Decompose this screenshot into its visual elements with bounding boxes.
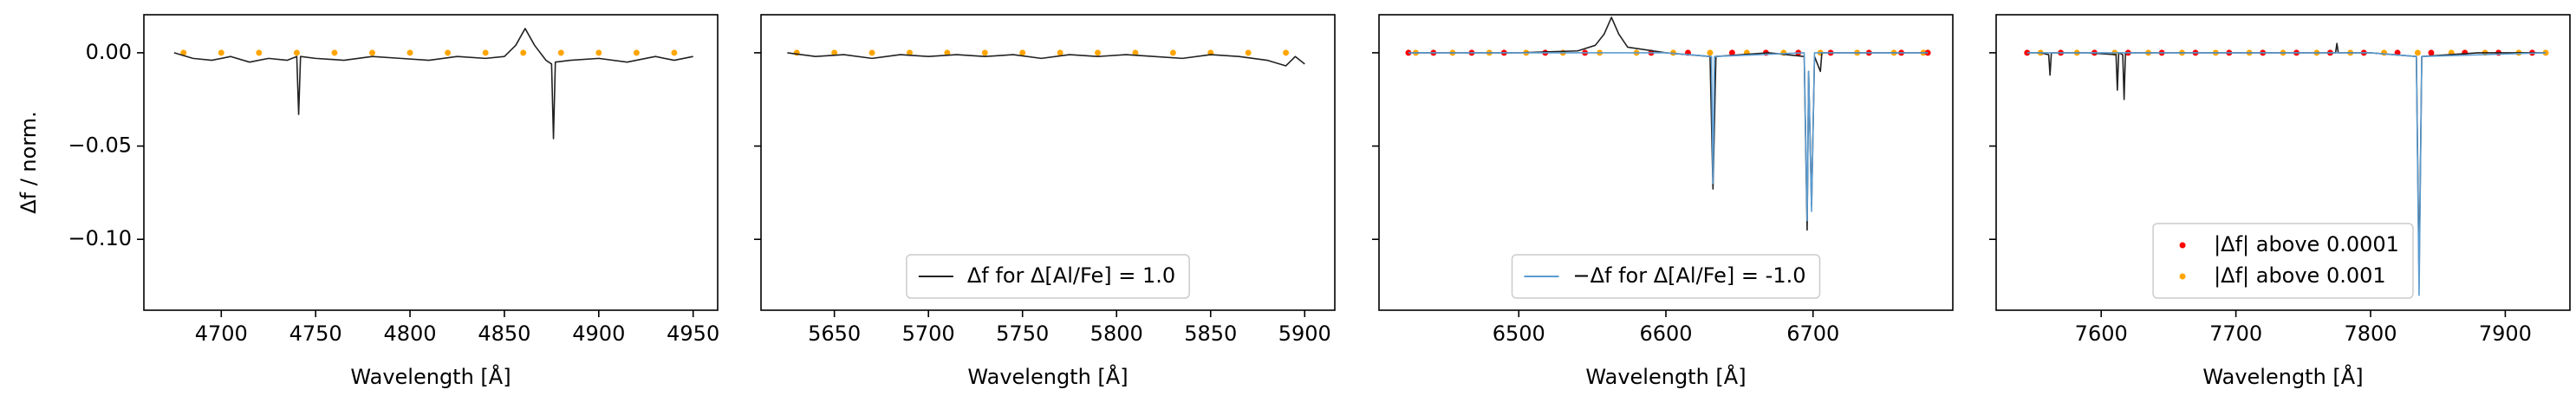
x-tick-label: 5850 (1184, 321, 1237, 346)
point (868, 49, 875, 56)
point (218, 49, 224, 56)
legend: Δf for Δ[Al/Fe] = 1.0 (906, 254, 1190, 299)
point (1283, 49, 1290, 56)
x-tick-label: 4950 (667, 321, 719, 346)
plot-area (2024, 42, 2549, 296)
x-tick-label: 4850 (478, 321, 530, 346)
point (1245, 49, 1252, 56)
plot-area (787, 49, 1305, 67)
spectrum-line (787, 52, 1305, 67)
x-tick-label: 5900 (1278, 321, 1331, 346)
plot-area (1405, 16, 1931, 231)
x-axis-label: Wavelength [Å] (1585, 364, 1746, 389)
point (831, 49, 838, 56)
point (1095, 49, 1102, 56)
legend-marker (2179, 273, 2186, 280)
point (981, 49, 988, 56)
x-tick-label: 5700 (902, 321, 955, 346)
y-tick-label: 0.00 (86, 40, 132, 64)
legend-label: |Δf| above 0.001 (2214, 263, 2386, 288)
legend-box (2152, 223, 2414, 299)
x-tick-label: 5650 (808, 321, 861, 346)
x-tick-label: 7900 (2479, 321, 2532, 346)
y-axis-label: Δf / norm. (16, 111, 41, 214)
point (1405, 49, 1412, 56)
point (1728, 49, 1735, 56)
point (557, 49, 564, 56)
x-axis-label: Wavelength [Å] (967, 364, 1128, 389)
point (1169, 49, 1176, 56)
point (407, 49, 413, 56)
spectrum-line (1408, 16, 1929, 231)
x-tick-label: 7600 (2075, 321, 2128, 346)
legend: −Δf for Δ[Al/Fe] = -1.0 (1511, 254, 1821, 299)
point (1019, 49, 1026, 56)
point (2414, 49, 2421, 56)
axes-frame (1995, 14, 2571, 311)
axes-frame (760, 14, 1336, 311)
legend-label: |Δf| above 0.0001 (2214, 232, 2399, 256)
legend-label: Δf for Δ[Al/Fe] = 1.0 (967, 263, 1175, 288)
x-tick-label: 7700 (2209, 321, 2262, 346)
x-tick-label: 5750 (996, 321, 1049, 346)
spectrum-line (2026, 52, 2547, 296)
x-tick-label: 7800 (2344, 321, 2397, 346)
x-tick-label: 6700 (1786, 321, 1839, 346)
point (1924, 49, 1931, 56)
legend-box (1511, 254, 1821, 299)
point (180, 49, 187, 56)
point (2428, 49, 2435, 56)
y-tick-label: −0.10 (68, 226, 132, 250)
legend-box (906, 254, 1190, 299)
point (2381, 49, 2388, 56)
x-tick-label: 5800 (1090, 321, 1143, 346)
point (293, 49, 300, 56)
spectrum-line (173, 28, 693, 140)
legend: |Δf| above 0.0001 |Δf| above 0.001 (2152, 223, 2414, 299)
plot-area (173, 28, 693, 140)
spectrum-line (1408, 52, 1929, 222)
x-tick-label: 4700 (195, 321, 248, 346)
point (633, 49, 640, 56)
legend-label: −Δf for Δ[Al/Fe] = -1.0 (1572, 263, 1805, 288)
point (482, 49, 489, 56)
x-tick-label: 6500 (1493, 321, 1545, 346)
x-tick-label: 4800 (384, 321, 437, 346)
x-axis-label: Wavelength [Å] (350, 364, 511, 389)
point (1057, 49, 1064, 56)
point (445, 49, 452, 56)
point (595, 49, 602, 56)
point (520, 49, 527, 56)
y-tick-label: −0.05 (68, 133, 132, 158)
legend-marker (2179, 242, 2186, 249)
point (1707, 49, 1714, 56)
x-tick-label: 6600 (1639, 321, 1692, 346)
x-tick-label: 4750 (289, 321, 342, 346)
point (368, 49, 375, 56)
point (906, 49, 913, 56)
point (671, 49, 678, 56)
x-tick-label: 4900 (572, 321, 625, 346)
x-axis-label: Wavelength [Å] (2202, 364, 2363, 389)
point (256, 49, 263, 56)
axes-frame (143, 14, 719, 311)
point (944, 49, 951, 56)
point (331, 49, 338, 56)
point (1132, 49, 1139, 56)
